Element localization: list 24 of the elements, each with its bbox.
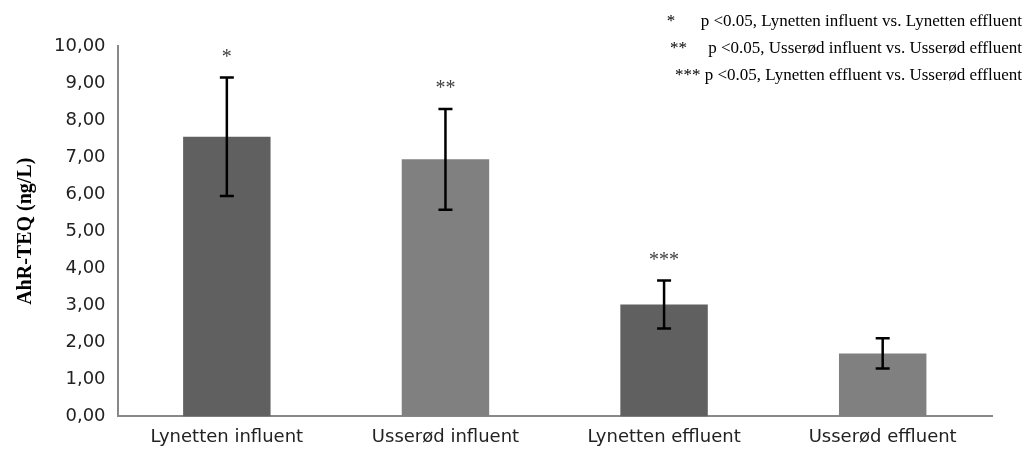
text: * p <0.05, Lynetten influent vs. Lynetten effluent (666, 11, 1023, 31)
y-axis-title: AhR-TEQ (ng/L) (13, 157, 37, 305)
annotation: * (221, 44, 232, 67)
y-tick-label: 2,00 (65, 329, 106, 351)
annotation: ** p <0.05, Usserød influent vs. Usserød effluent (669, 38, 1023, 58)
y-tick-label: 10,00 (54, 33, 106, 55)
x-tick-label: Usserød effluent (808, 424, 957, 446)
y-tick-label: 4,00 (65, 255, 106, 277)
y-tick-label: 1,00 (65, 367, 106, 389)
y-tick-label: 3,00 (65, 292, 106, 314)
y-tick-label: 6,00 (65, 181, 106, 203)
annotation: *** (649, 247, 680, 270)
bar (183, 136, 271, 417)
bar (620, 304, 708, 417)
y-tick-label: 5,00 (65, 218, 106, 240)
x-tick-label: Lynetten influent (150, 424, 304, 446)
y-tick-label: 7,00 (65, 144, 106, 166)
x-tick-label: Usserød influent (371, 424, 520, 446)
x-tick-label: Lynetten effluent (587, 424, 741, 446)
y-tick-label: 8,00 (65, 107, 106, 129)
y-tick-label: 0,00 (65, 404, 106, 426)
y-tick-label: 9,00 (65, 70, 106, 92)
annotation: ** (435, 76, 456, 99)
annotation: *** p <0.05, Lynetten effluent vs. Usserød effluent (674, 65, 1023, 85)
